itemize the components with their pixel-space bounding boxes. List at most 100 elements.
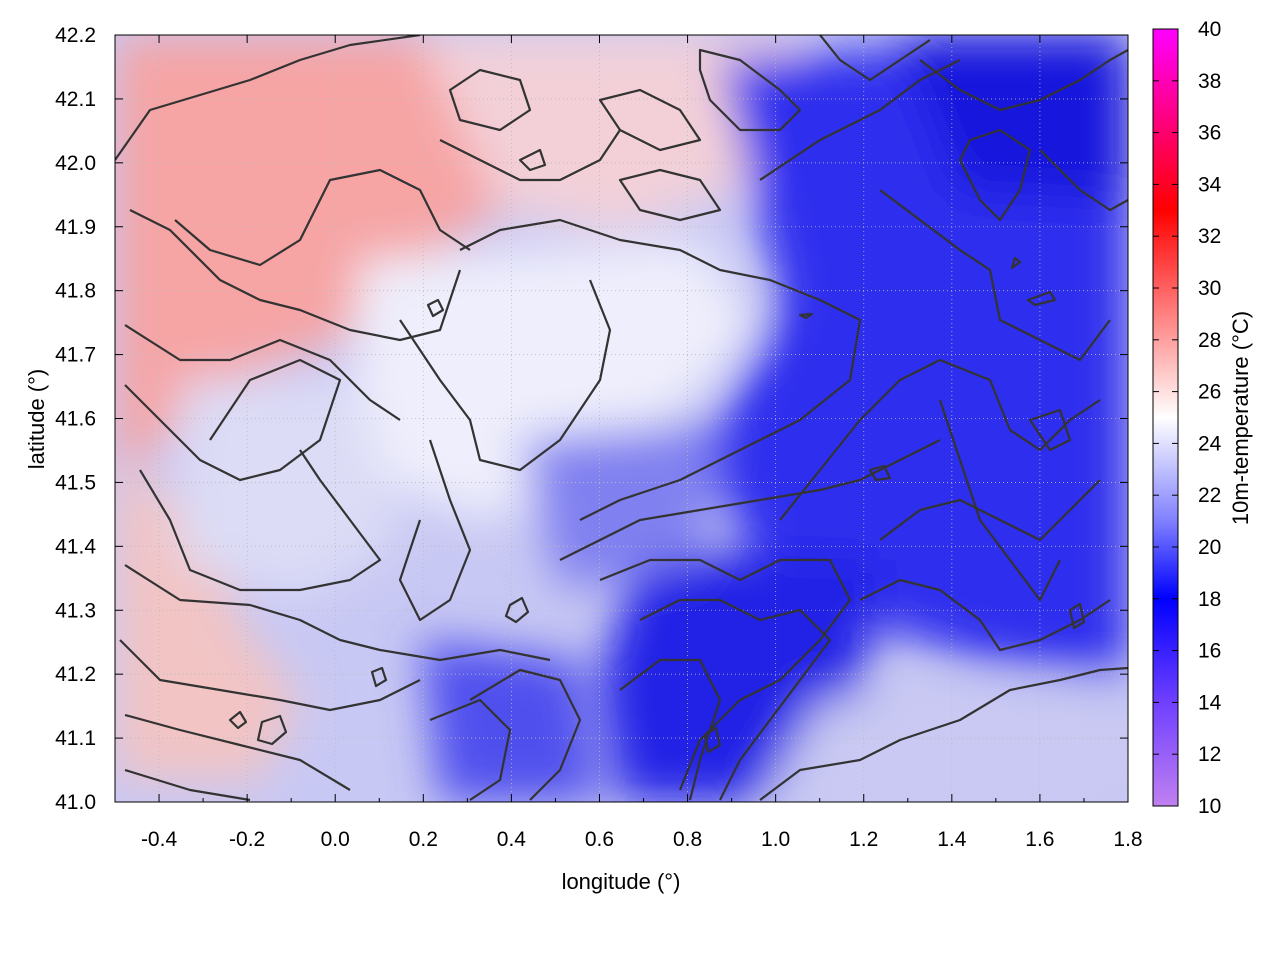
contour-line: [398, 439, 472, 622]
contour-line: [459, 218, 862, 521]
colorbar-axis: 10 12 14 16 18 20 22 24 26 28 30 32 34 36 38 40: [1153, 18, 1222, 818]
colorbar-tick-label: 40: [1198, 18, 1221, 41]
contour-line: [469, 668, 582, 801]
x-axis-title: longitude (°): [562, 869, 681, 894]
colorbar-tick-label: 28: [1198, 329, 1221, 352]
colorbar-tick-label: 12: [1198, 743, 1221, 766]
contour-line: [119, 639, 421, 712]
y-axis-title: latitude (°): [24, 369, 49, 470]
y-tick-label: 41.7: [55, 344, 96, 367]
contour-line: [439, 129, 621, 182]
contour-lines: [115, 35, 1128, 802]
warm-region-west-coast: [115, 460, 300, 780]
cool-region-south: [420, 640, 600, 802]
colorbar-tick-label: 20: [1198, 536, 1221, 559]
x-tick-label: 1.2: [849, 828, 878, 851]
x-tick-label: 0.0: [321, 828, 350, 851]
contour-line: [504, 596, 530, 624]
contour-line: [370, 666, 388, 688]
x-axis: -0.4 -0.2 0.0 0.2 0.4 0.6 0.8 1.0 1.2 1.4 1.6 1.8: [141, 35, 1143, 851]
colorbar-tick-label: 24: [1198, 432, 1222, 455]
x-tick-label: 0.6: [585, 828, 614, 851]
x-tick-label: -0.2: [229, 828, 265, 851]
colorbar-tick-label: 36: [1198, 122, 1221, 145]
contour-line: [938, 399, 1061, 602]
contour-line: [256, 714, 288, 746]
cool-region-middle: [520, 420, 720, 590]
contour-line: [819, 35, 931, 82]
colorbar-tick-label: 18: [1198, 588, 1221, 611]
colorbar-tick-label: 22: [1198, 484, 1221, 507]
y-tick-label: 41.9: [55, 216, 96, 239]
contour-line: [448, 68, 532, 132]
contour-line: [1026, 290, 1057, 307]
y-tick-label: 41.0: [55, 791, 96, 814]
contour-line: [868, 464, 892, 482]
y-tick-label: 42.2: [55, 24, 96, 47]
y-tick-label: 42.0: [55, 152, 96, 175]
y-tick-label: 41.1: [55, 727, 96, 750]
y-tick-label: 41.2: [55, 663, 96, 686]
colorbar-title: 10m-temperature (°C): [1228, 311, 1253, 525]
warm-region-northwest: [115, 35, 520, 470]
contour-line: [879, 189, 1111, 362]
contour-line: [429, 698, 512, 801]
y-axis: 41.0 41.1 41.2 41.3 41.4 41.5 41.6 41.7 41.8 41.9…: [55, 24, 1128, 814]
contour-line: [139, 449, 382, 592]
contour-line: [618, 168, 722, 222]
contour-line: [115, 35, 421, 161]
contour-line: [174, 168, 471, 267]
contour-line: [1039, 149, 1128, 212]
cold-region-northeast: [900, 35, 1128, 200]
contour-line: [639, 598, 832, 801]
colorbar-tick-label: 26: [1198, 381, 1221, 404]
contour-line: [124, 713, 351, 791]
x-tick-label: 1.0: [761, 828, 790, 851]
neutral-region-central: [350, 240, 760, 520]
y-tick-label: 41.3: [55, 599, 96, 622]
x-tick-label: 1.8: [1113, 828, 1142, 851]
contour-line: [779, 358, 1101, 521]
x-tick-label: 0.8: [673, 828, 702, 851]
x-tick-label: 1.4: [937, 828, 967, 851]
contour-line: [798, 312, 814, 320]
colorbar-tick-label: 34: [1198, 173, 1222, 196]
heatmap-field: [115, 35, 1128, 802]
contour-line: [919, 49, 1128, 112]
y-tick-label: 41.8: [55, 280, 96, 303]
x-tick-label: 0.4: [497, 828, 527, 851]
contour-line: [698, 48, 802, 132]
contour-line: [518, 148, 547, 172]
contour-line: [1068, 602, 1086, 630]
y-tick-label: 41.5: [55, 471, 96, 494]
colorbar-tick-label: 30: [1198, 277, 1221, 300]
colorbar-tick-label: 32: [1198, 225, 1221, 248]
contour-line: [124, 358, 342, 482]
y-tick-label: 41.6: [55, 408, 96, 431]
y-tick-label: 41.4: [55, 535, 96, 558]
colorbar: [1152, 28, 1179, 807]
contour-line: [879, 479, 1101, 542]
cool-region-center: [180, 380, 400, 600]
contour-line: [703, 726, 722, 754]
colorbar-tick-label: 14: [1198, 691, 1222, 714]
contour-line: [426, 298, 445, 318]
contour-line: [124, 564, 551, 662]
contour-line: [399, 279, 612, 472]
grid-lines: [115, 35, 1128, 802]
contour-line: [1010, 256, 1022, 270]
contour-line: [759, 666, 1128, 801]
colorbar-tick-label: 16: [1198, 640, 1221, 663]
colorbar-tick-label: 10: [1198, 795, 1221, 818]
colorbar-tick-label: 38: [1198, 70, 1221, 93]
lowland-region-southeast: [760, 680, 1128, 802]
contour-line: [1028, 408, 1072, 452]
x-tick-label: 0.2: [409, 828, 438, 851]
cold-region-east: [700, 35, 1128, 680]
contour-line: [958, 128, 1032, 222]
contour-line: [124, 324, 401, 421]
x-tick-label: 1.6: [1025, 828, 1054, 851]
contour-line: [599, 558, 852, 791]
y-tick-label: 42.1: [55, 88, 96, 111]
